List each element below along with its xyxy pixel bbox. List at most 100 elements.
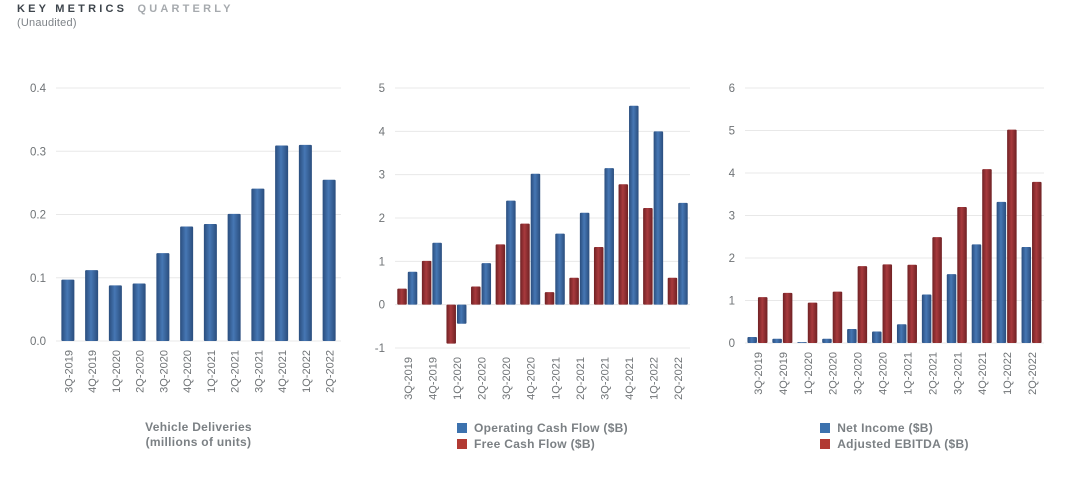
- y-tick-label: 0.1: [30, 273, 46, 285]
- x-tick-label: 4Q-2021: [624, 357, 636, 400]
- bar-cash-flow-blue: [604, 168, 614, 305]
- bar-cash-flow-blue: [407, 271, 418, 305]
- bar-cash-flow-red: [569, 277, 579, 305]
- bar-cash-flow-blue: [481, 263, 492, 305]
- y-tick-label: 0.0: [30, 336, 46, 348]
- bar-cash-flow-blue: [530, 173, 541, 305]
- bar-vehicle-deliveries-blue: [227, 213, 241, 341]
- bar-cash-flow-red: [544, 292, 555, 305]
- x-tick-label: 3Q-2021: [253, 350, 265, 393]
- y-tick-label: 1: [729, 296, 735, 308]
- page-header: KEY METRICS QUARTERLY (Unaudited): [17, 3, 234, 29]
- bar-income-blue: [847, 328, 857, 343]
- bar-cash-flow-red: [667, 277, 678, 305]
- bar-cash-flow-blue: [653, 131, 664, 305]
- bar-income-red: [1032, 181, 1042, 343]
- x-tick-label: 1Q-2021: [550, 357, 562, 400]
- x-tick-label: 2Q-2020: [828, 352, 840, 395]
- bar-vehicle-deliveries-blue: [322, 179, 336, 341]
- x-tick-label: 2Q-2022: [325, 350, 337, 393]
- y-tick-label: -1: [375, 343, 385, 355]
- x-tick-label: 3Q-2021: [599, 357, 611, 400]
- title-subtitle: (Unaudited): [17, 17, 77, 29]
- x-tick-label: 1Q-2021: [902, 352, 914, 395]
- bar-cash-flow-red: [421, 260, 432, 305]
- y-tick-label: 2: [729, 253, 735, 265]
- bar-cash-flow-red: [520, 223, 530, 305]
- x-tick-label: 4Q-2020: [526, 357, 538, 400]
- y-tick-label: 2: [379, 213, 385, 225]
- bar-income-blue: [946, 274, 957, 343]
- bar-income-red: [1007, 129, 1017, 343]
- bar-income-red: [932, 237, 942, 343]
- page-title: KEY METRICS QUARTERLY: [17, 3, 234, 15]
- bar-income-blue: [896, 324, 907, 343]
- cash-flow-plot: -1 0 1 2 3 4 5 3Q-2019 4Q-2019 1Q-2020 2Q-2020 3Q-2…: [375, 83, 690, 400]
- x-tick-label: 4Q-2021: [977, 352, 989, 395]
- x-tick-label: 4Q-2019: [778, 352, 790, 395]
- bar-vehicle-deliveries-blue: [61, 279, 75, 341]
- bar-income-blue: [772, 338, 782, 343]
- bar-income-red: [782, 292, 793, 343]
- bar-cash-flow-red: [643, 208, 653, 305]
- x-tick-label: 3Q-2019: [753, 352, 765, 395]
- x-tick-label: 2Q-2022: [1027, 352, 1039, 395]
- x-tick-label: 4Q-2020: [878, 352, 890, 395]
- bar-cash-flow-red: [593, 247, 604, 305]
- bar-income-blue: [971, 244, 982, 343]
- bar-income-red: [882, 264, 893, 343]
- bar-cash-flow-blue: [579, 212, 590, 305]
- y-tick-label: 6: [729, 83, 735, 95]
- x-tick-label: 3Q-2020: [853, 352, 865, 395]
- bar-vehicle-deliveries-blue: [132, 283, 146, 341]
- y-tick-label: 0: [729, 338, 735, 350]
- legend-items: Operating Cash Flow ($B) Free Cash Flow …: [457, 420, 628, 451]
- blue-swatch-icon: [820, 423, 831, 433]
- chart-net-income-ebitda: 0 1 2 3 4 5 6 3Q-2019 4Q-2019 1Q-2020 2Q-2020 3Q-20…: [720, 70, 1080, 488]
- y-tick-label: 0.2: [30, 210, 46, 222]
- bar-income-red: [757, 297, 768, 343]
- legend-item-free-cash-flow: Free Cash Flow ($B): [457, 437, 595, 451]
- x-tick-label: 1Q-2022: [301, 350, 313, 393]
- legend-label: Operating Cash Flow ($B): [474, 420, 628, 435]
- x-tick-label: 3Q-2021: [952, 352, 964, 395]
- net-income-ebitda-legend: Net Income ($B) Adjusted EBITDA ($B): [745, 420, 1044, 451]
- x-tick-label: 1Q-2020: [803, 352, 815, 395]
- bar-income-blue: [872, 331, 882, 343]
- caption-line-1: Vehicle Deliveries: [145, 420, 252, 434]
- x-tick-label: 1Q-2022: [649, 357, 661, 400]
- bar-vehicle-deliveries-blue: [180, 226, 194, 341]
- y-tick-label: 0.4: [30, 83, 47, 95]
- x-tick-label: 4Q-2020: [182, 350, 194, 393]
- x-tick-label: 1Q-2020: [111, 350, 123, 393]
- chart-cash-flow: -1 0 1 2 3 4 5 3Q-2019 4Q-2019 1Q-2020 2Q-2020 3Q-2…: [360, 70, 720, 488]
- bar-vehicle-deliveries-blue: [85, 270, 99, 341]
- blue-swatch-icon: [457, 423, 468, 433]
- y-tick-label: 1: [379, 256, 385, 268]
- bar-vehicle-deliveries-blue: [298, 144, 312, 341]
- x-tick-label: 2Q-2020: [135, 350, 147, 393]
- legend-item-net-income: Net Income ($B): [820, 421, 933, 435]
- x-tick-label: 2Q-2021: [575, 357, 587, 400]
- bar-income-red: [907, 264, 917, 343]
- bar-vehicle-deliveries-blue: [203, 223, 217, 341]
- bar-cash-flow-red: [618, 184, 629, 305]
- bar-cash-flow-blue: [555, 233, 565, 305]
- y-tick-label: 4: [379, 126, 386, 138]
- legend-item-adjusted-ebitda: Adjusted EBITDA ($B): [820, 436, 969, 451]
- bar-income-blue: [921, 294, 932, 343]
- cash-flow-legend: Operating Cash Flow ($B) Free Cash Flow …: [395, 420, 690, 451]
- legend-label: Adjusted EBITDA ($B): [837, 436, 969, 451]
- y-tick-label: 3: [729, 211, 735, 223]
- vehicle-deliveries-caption: Vehicle Deliveries (millions of units): [56, 420, 341, 450]
- x-tick-label: 1Q-2021: [206, 350, 218, 393]
- x-tick-label: 4Q-2019: [87, 350, 99, 393]
- x-tick-label: 2Q-2021: [927, 352, 939, 395]
- title-secondary: QUARTERLY: [137, 3, 234, 15]
- bar-cash-flow-blue: [506, 200, 516, 305]
- bar-cash-flow-red: [471, 286, 481, 305]
- bar-vehicle-deliveries-blue: [275, 145, 289, 341]
- bar-income-red: [957, 207, 967, 343]
- bar-income-red: [832, 291, 843, 343]
- y-tick-label: 0: [379, 300, 385, 312]
